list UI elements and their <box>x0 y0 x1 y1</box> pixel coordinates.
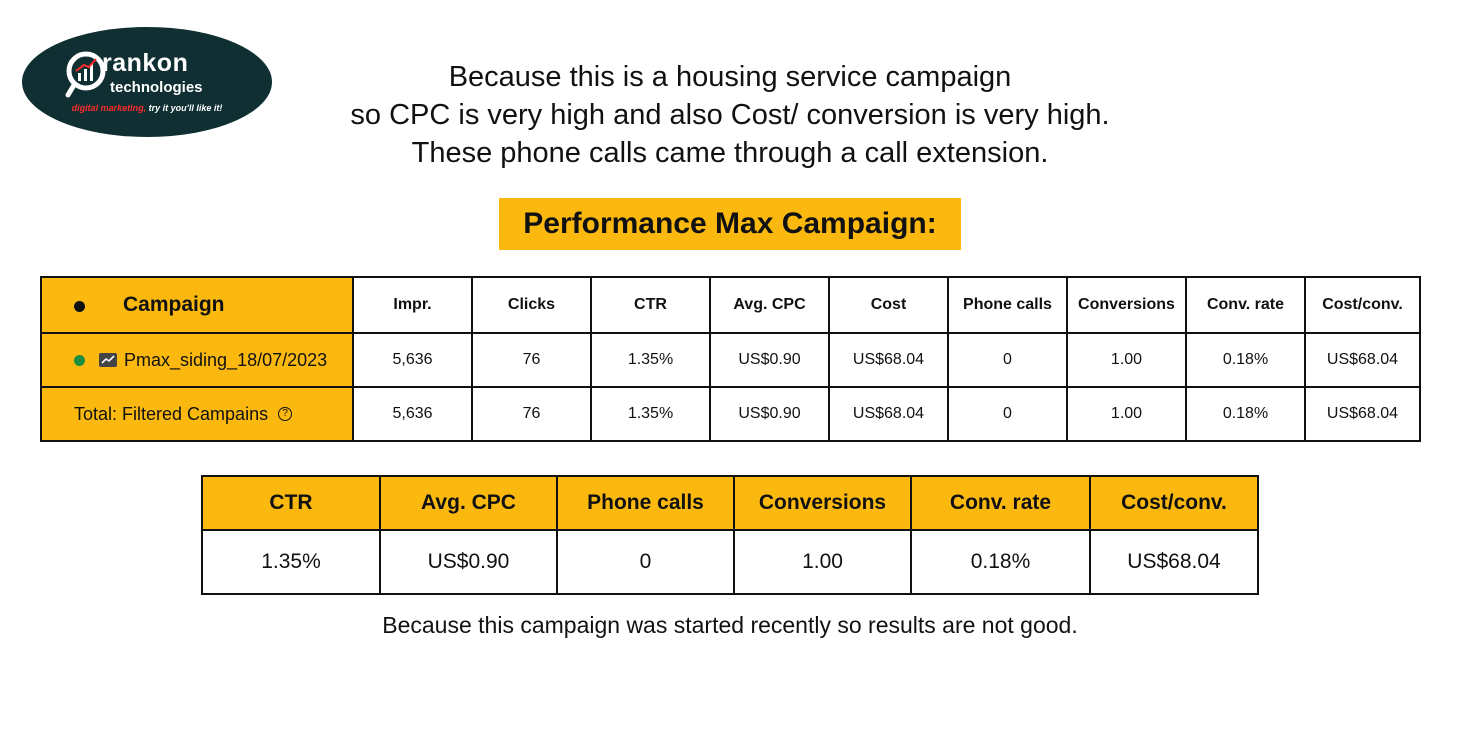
cell-cost-conv: US$68.04 <box>1304 386 1421 442</box>
brand-logo: rankon technologies digital marketing, t… <box>22 27 272 137</box>
cell-clicks: 76 <box>471 332 592 388</box>
summary-value-row: 1.35% US$0.90 0 1.00 0.18% US$68.04 <box>201 529 1259 595</box>
summary-header-row: CTR Avg. CPC Phone calls Conversions Con… <box>201 475 1259 531</box>
summary-phone-calls: 0 <box>556 529 735 595</box>
column-header-conversions[interactable]: Conversions <box>1066 276 1187 334</box>
cell-cost: US$68.04 <box>828 332 949 388</box>
intro-line-3: These phone calls came through a call ex… <box>411 137 1049 169</box>
column-header-campaign[interactable]: Campaign <box>40 276 354 334</box>
cell-avg-cpc: US$0.90 <box>709 386 830 442</box>
cell-ctr: 1.35% <box>590 386 711 442</box>
cell-impr: 5,636 <box>352 386 473 442</box>
total-cell: Total: Filtered Campains? <box>40 386 354 442</box>
cell-conv-rate: 0.18% <box>1185 386 1306 442</box>
summary-conv-rate: 0.18% <box>910 529 1091 595</box>
cell-cost: US$68.04 <box>828 386 949 442</box>
cell-phone-calls: 0 <box>947 386 1068 442</box>
status-enabled-icon <box>74 354 85 366</box>
column-header-avg-cpc[interactable]: Avg. CPC <box>709 276 830 334</box>
table-row: Pmax_siding_18/07/2023 5,636 76 1.35% US… <box>40 332 1421 388</box>
logo-tagline-white: try it you'll like it! <box>146 103 223 113</box>
summary-header-ctr: CTR <box>201 475 381 531</box>
summary-conversions: 1.00 <box>733 529 912 595</box>
cell-conv-rate: 0.18% <box>1185 332 1306 388</box>
campaign-header-label: Campaign <box>123 293 225 316</box>
cell-phone-calls: 0 <box>947 332 1068 388</box>
cell-conversions: 1.00 <box>1066 332 1187 388</box>
summary-header-phone-calls: Phone calls <box>556 475 735 531</box>
column-header-phone-calls[interactable]: Phone calls <box>947 276 1068 334</box>
column-header-ctr[interactable]: CTR <box>590 276 711 334</box>
column-header-cost-conv[interactable]: Cost/conv. <box>1304 276 1421 334</box>
cell-avg-cpc: US$0.90 <box>709 332 830 388</box>
intro-line-1: Because this is a housing service campai… <box>448 61 1012 93</box>
cell-conversions: 1.00 <box>1066 386 1187 442</box>
campaign-table: Campaign Impr. Clicks CTR Avg. CPC Cost … <box>40 276 1421 442</box>
help-icon[interactable]: ? <box>278 407 293 421</box>
logo-subtitle: technologies <box>110 79 203 96</box>
summary-avg-cpc: US$0.90 <box>379 529 558 595</box>
logo-tagline-red: digital marketing, <box>71 103 147 113</box>
magnifier-chart-icon <box>65 51 106 98</box>
total-label: Total: Filtered Campains <box>74 403 269 424</box>
summary-cost-conv: US$68.04 <box>1089 529 1259 595</box>
cell-ctr: 1.35% <box>590 332 711 388</box>
table-total-row: Total: Filtered Campains? 5,636 76 1.35%… <box>40 386 1421 442</box>
campaign-name-link[interactable]: Pmax_siding_18/07/2023 <box>124 349 328 370</box>
summary-header-conv-rate: Conv. rate <box>910 475 1091 531</box>
table-header-row: Campaign Impr. Clicks CTR Avg. CPC Cost … <box>40 276 1421 334</box>
summary-header-avg-cpc: Avg. CPC <box>379 475 558 531</box>
campaign-cell[interactable]: Pmax_siding_18/07/2023 <box>40 332 354 388</box>
intro-text: Because this is a housing service campai… <box>300 58 1160 172</box>
footer-note: Because this campaign was started recent… <box>382 612 1078 638</box>
cell-cost-conv: US$68.04 <box>1304 332 1421 388</box>
summary-ctr: 1.35% <box>201 529 381 595</box>
summary-table: CTR Avg. CPC Phone calls Conversions Con… <box>201 475 1259 595</box>
cell-clicks: 76 <box>471 386 592 442</box>
column-header-conv-rate[interactable]: Conv. rate <box>1185 276 1306 334</box>
logo-tagline: digital marketing, try it you'll like it… <box>22 103 272 113</box>
summary-header-cost-conv: Cost/conv. <box>1089 475 1259 531</box>
bullet-icon <box>74 301 85 313</box>
logo-name: rankon <box>102 49 189 77</box>
performance-max-icon <box>99 353 117 367</box>
column-header-impr[interactable]: Impr. <box>352 276 473 334</box>
intro-line-2: so CPC is very high and also Cost/ conve… <box>350 99 1110 131</box>
cell-impr: 5,636 <box>352 332 473 388</box>
section-heading: Performance Max Campaign: <box>499 198 961 250</box>
column-header-clicks[interactable]: Clicks <box>471 276 592 334</box>
column-header-cost[interactable]: Cost <box>828 276 949 334</box>
summary-header-conversions: Conversions <box>733 475 912 531</box>
